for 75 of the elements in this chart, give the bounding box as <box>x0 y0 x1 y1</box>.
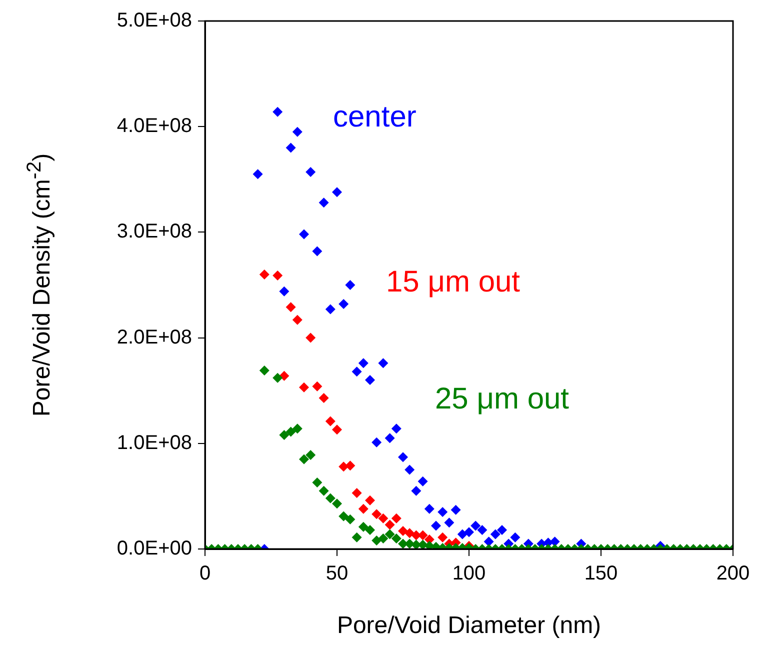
point <box>365 495 375 506</box>
point <box>325 416 336 426</box>
point <box>438 507 448 518</box>
point <box>398 452 408 462</box>
point <box>411 486 422 496</box>
point <box>497 524 507 535</box>
point <box>286 142 296 153</box>
point <box>259 269 270 280</box>
point <box>490 529 500 540</box>
point <box>384 433 395 444</box>
point <box>338 462 349 472</box>
point <box>484 536 494 547</box>
annotation: center <box>333 100 416 134</box>
point <box>312 246 322 256</box>
x-tick-label: 50 <box>326 562 348 585</box>
point <box>384 520 395 530</box>
point <box>404 528 415 538</box>
point <box>352 366 362 377</box>
y-tick-label: 2.0E+08 <box>116 326 192 348</box>
point <box>550 536 560 547</box>
point <box>358 504 368 514</box>
annotation: 15 μm out <box>386 265 521 298</box>
point <box>318 198 329 208</box>
point <box>325 304 336 314</box>
y-tick-label: 5.0E+08 <box>116 10 192 32</box>
y-tick-label: 0.0E+00 <box>116 538 192 560</box>
point <box>352 488 362 498</box>
point <box>332 424 342 435</box>
point <box>272 106 283 117</box>
point <box>286 302 296 312</box>
x-tick-label: 0 <box>199 562 211 585</box>
point <box>299 229 309 240</box>
point <box>470 520 481 531</box>
point <box>358 358 368 368</box>
point <box>391 513 402 524</box>
point <box>279 286 290 296</box>
point <box>378 513 388 524</box>
x-tick-label: 150 <box>584 562 618 585</box>
point <box>378 358 388 368</box>
point <box>424 504 434 514</box>
point <box>292 314 302 325</box>
point <box>345 280 356 290</box>
point <box>372 509 382 520</box>
point <box>345 460 356 471</box>
point <box>510 532 520 542</box>
point <box>306 332 316 343</box>
point <box>404 464 415 475</box>
point <box>398 526 408 536</box>
x-tick-label: 200 <box>716 562 750 585</box>
point <box>332 187 342 198</box>
point <box>438 532 448 542</box>
point <box>252 169 263 180</box>
y-tick-label: 4.0E+08 <box>116 115 192 138</box>
point <box>444 518 454 528</box>
point <box>312 381 322 392</box>
x-axis-title: Pore/Void Diameter (nm) <box>336 612 602 640</box>
y-tick-label: 3.0E+08 <box>116 220 192 243</box>
point <box>418 476 428 486</box>
point <box>477 524 488 535</box>
point <box>306 167 316 178</box>
point <box>372 437 382 448</box>
annotation: 25 μm out <box>435 382 570 416</box>
y-tick-label: 1.0E+08 <box>116 432 192 454</box>
point <box>318 392 329 403</box>
point <box>431 520 441 531</box>
point <box>365 375 375 386</box>
point <box>272 270 283 280</box>
point <box>450 504 461 515</box>
point <box>457 529 468 540</box>
point <box>338 299 349 310</box>
point <box>292 126 302 137</box>
point <box>464 527 474 538</box>
point <box>391 424 402 434</box>
point <box>299 382 309 392</box>
x-tick-label: 100 <box>452 562 486 585</box>
